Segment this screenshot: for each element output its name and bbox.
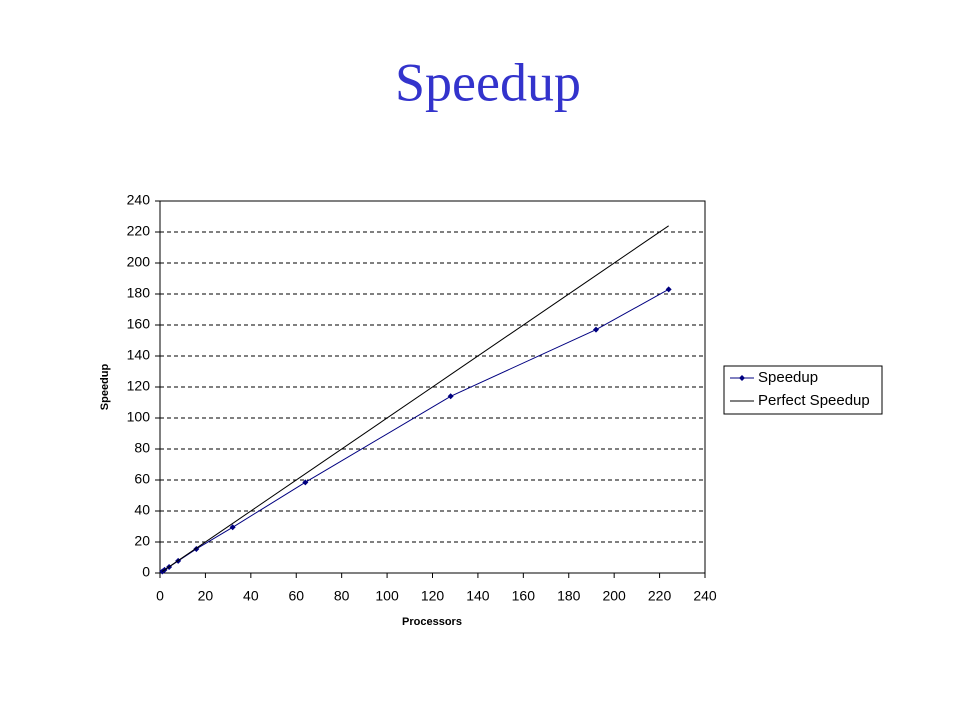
x-tick-label: 120	[421, 588, 445, 604]
marker	[593, 326, 599, 333]
marker	[447, 393, 454, 400]
y-tick-label: 240	[127, 192, 151, 208]
y-tick-label: 80	[134, 440, 150, 456]
x-tick-label: 100	[375, 588, 399, 604]
marker	[665, 286, 672, 293]
y-tick-label: 20	[134, 533, 150, 549]
x-axis-label: Processors	[402, 616, 462, 628]
series-line	[161, 288, 669, 572]
x-tick-label: 40	[243, 588, 259, 604]
legend-box	[723, 365, 883, 415]
x-tick-label: 20	[198, 588, 214, 604]
legend-label: Speedup	[758, 369, 818, 386]
y-tick-label: 100	[127, 409, 151, 425]
y-tick-label: 160	[127, 316, 151, 332]
y-tick-label: 60	[134, 471, 150, 487]
x-tick-label: 160	[512, 588, 536, 604]
x-tick-label: 80	[334, 588, 350, 604]
series-line	[161, 225, 669, 572]
marker	[229, 524, 236, 531]
x-tick-label: 0	[156, 588, 164, 604]
y-tick-label: 0	[142, 564, 150, 580]
y-tick-label: 40	[134, 502, 150, 518]
y-tick-label: 200	[127, 254, 151, 270]
x-tick-label: 240	[693, 588, 717, 604]
marker	[302, 479, 309, 486]
y-tick-label: 220	[127, 223, 151, 239]
x-tick-label: 200	[602, 588, 626, 604]
legend-marker	[739, 375, 745, 381]
x-tick-label: 140	[466, 588, 490, 604]
y-axis-label: Speedup	[99, 363, 111, 410]
y-tick-label: 140	[127, 347, 151, 363]
chart-title: Speedup	[395, 52, 581, 112]
x-tick-label: 180	[557, 588, 581, 604]
y-tick-label: 180	[127, 285, 151, 301]
x-tick-label: 60	[288, 588, 304, 604]
y-tick-label: 120	[127, 378, 151, 394]
plot-border	[159, 200, 706, 574]
legend-label: Perfect Speedup	[758, 392, 870, 409]
x-tick-label: 220	[648, 588, 672, 604]
